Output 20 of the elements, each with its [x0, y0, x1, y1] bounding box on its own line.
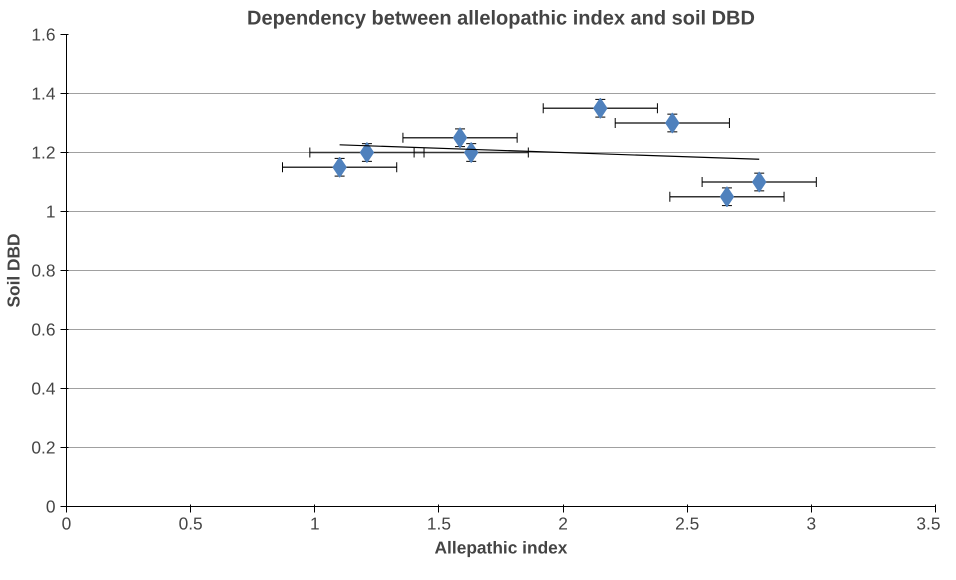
y-tick-label: 1.6	[31, 24, 56, 44]
chart-title: Dependency between allelopathic index and soil DBD	[247, 8, 755, 30]
x-tick-label: 0.5	[178, 514, 203, 534]
y-axis-title: Soil DBD	[3, 233, 24, 308]
y-tick-label: 1.4	[31, 84, 56, 104]
x-tick-label: 2	[558, 514, 568, 534]
x-tick-label: 0	[62, 514, 72, 534]
y-tick-label: 1	[46, 202, 56, 222]
y-tick-label: 0	[46, 496, 56, 516]
x-tick-label: 1	[310, 514, 320, 534]
y-tick-label: 0.2	[31, 438, 56, 458]
y-tick-label: 0.6	[31, 320, 56, 340]
x-tick-label: 1.5	[426, 514, 451, 534]
x-tick-label: 3.5	[916, 514, 941, 534]
x-tick-label: 3	[806, 514, 816, 534]
x-axis-title: Allepathic index	[434, 538, 568, 558]
x-tick-label: 2.5	[675, 514, 700, 534]
y-tick-label: 0.8	[31, 260, 56, 280]
y-tick-label: 0.4	[31, 378, 56, 398]
y-tick-label: 1.2	[31, 142, 56, 162]
